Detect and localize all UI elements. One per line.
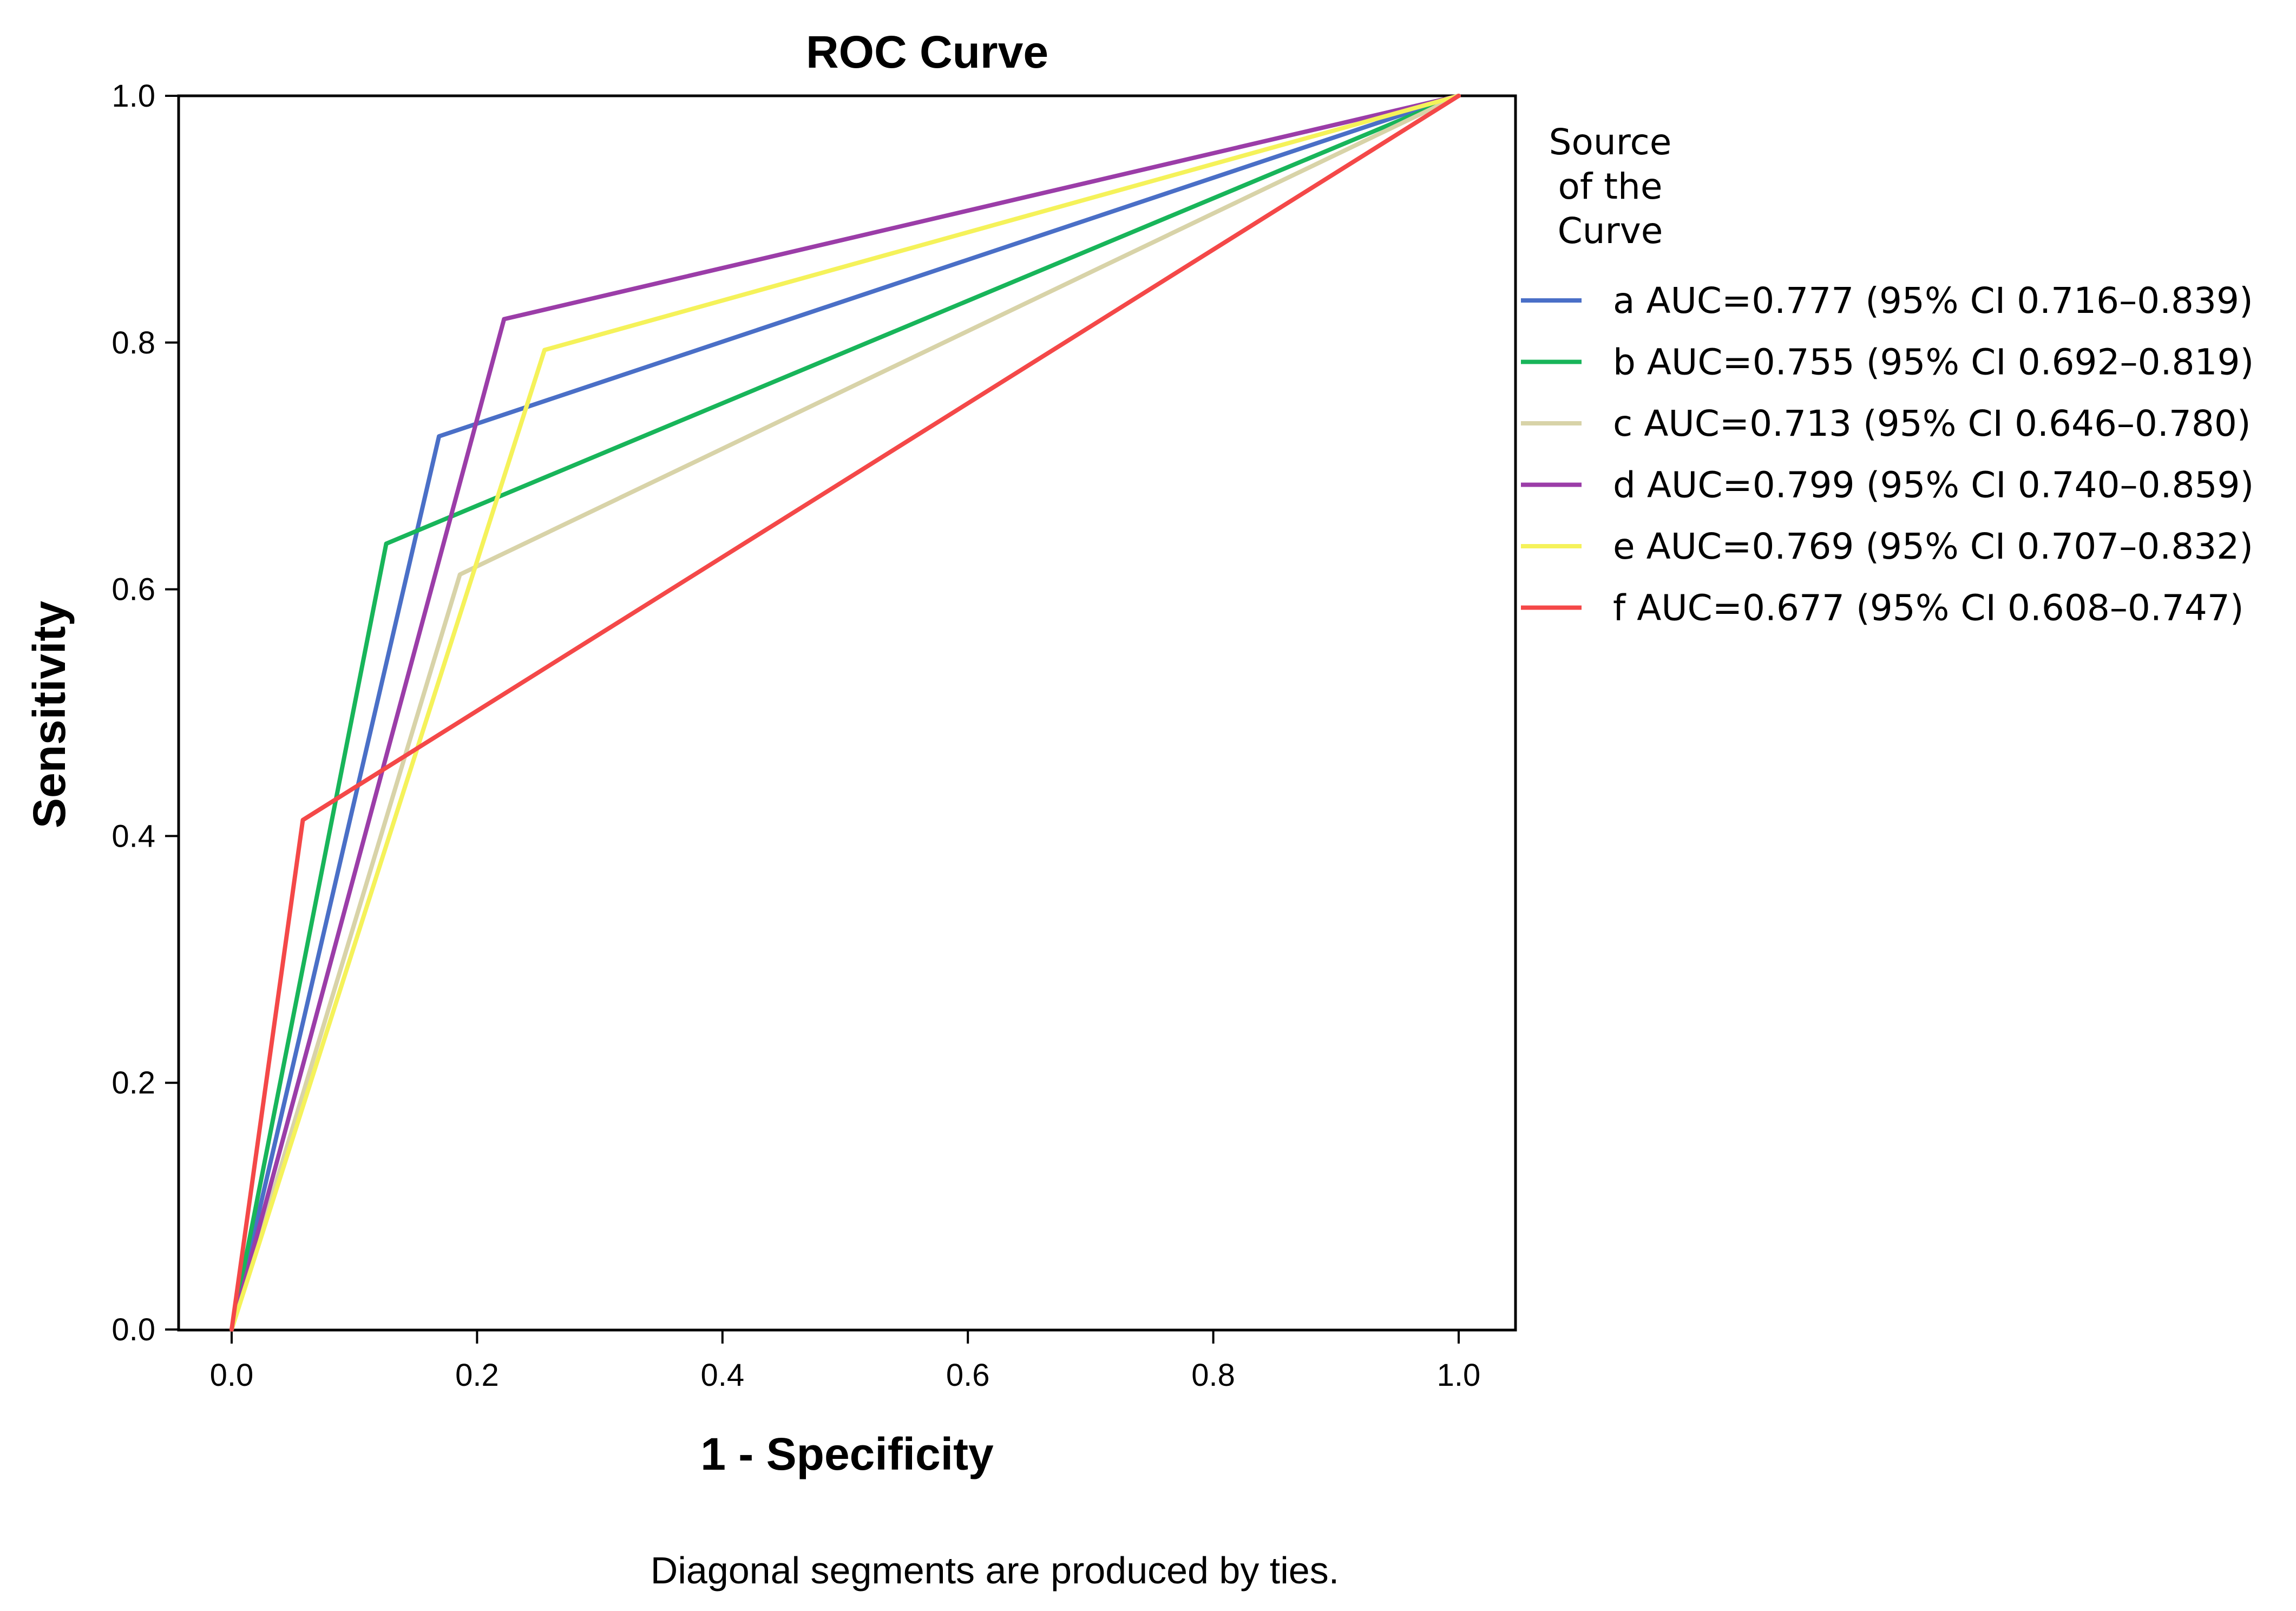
chart-footnote: Diagonal segments are produced by ties. [651, 1549, 1339, 1592]
series-lines [229, 94, 1461, 1332]
roc-line-e [229, 94, 1461, 1332]
x-tick-label: 0.6 [946, 1358, 990, 1393]
y-tick-label: 1.0 [111, 78, 155, 114]
roc-line-d [229, 94, 1461, 1332]
y-tick-label: 0.4 [111, 818, 155, 854]
x-axis: 0.0 0.2 0.4 0.6 0.8 1.0 [210, 1330, 1481, 1393]
roc-line-c [229, 94, 1461, 1332]
legend-title-line-3: Curve [1558, 210, 1663, 252]
x-tick-label: 0.4 [700, 1358, 744, 1393]
x-tick-label: 0.2 [455, 1358, 499, 1393]
roc-line-f [229, 94, 1461, 1332]
x-tick-label: 0.0 [210, 1358, 254, 1393]
y-tick-label: 0.2 [111, 1065, 155, 1101]
y-axis: 0.0 0.2 0.4 0.6 0.8 1.0 [111, 78, 179, 1347]
legend: Source of the Curve a AUC=0.777 (95% CI … [1521, 121, 2254, 629]
x-axis-label: 1 - Specificity [700, 1429, 994, 1479]
legend-title-line-2: of the [1558, 166, 1663, 207]
plot-frame [177, 94, 1517, 1332]
legend-label-f: f AUC=0.677 (95% CI 0.608–0.747) [1613, 587, 2244, 629]
y-tick-label: 0.0 [111, 1312, 155, 1347]
x-tick-label: 1.0 [1437, 1358, 1481, 1393]
legend-label-b: b AUC=0.755 (95% CI 0.692–0.819) [1613, 342, 2254, 383]
x-tick-label: 0.8 [1191, 1358, 1235, 1393]
y-axis-label: Sensitivity [24, 601, 75, 828]
chart-title: ROC Curve [806, 27, 1048, 77]
legend-title-line-1: Source [1549, 121, 1672, 163]
legend-label-e: e AUC=0.769 (95% CI 0.707–0.832) [1613, 526, 2253, 567]
roc-line-a [229, 94, 1461, 1332]
roc-line-b [229, 94, 1461, 1332]
legend-label-c: c AUC=0.713 (95% CI 0.646–0.780) [1613, 403, 2251, 444]
legend-label-d: d AUC=0.799 (95% CI 0.740–0.859) [1613, 464, 2254, 506]
y-tick-label: 0.8 [111, 325, 155, 361]
legend-label-a: a AUC=0.777 (95% CI 0.716–0.839) [1613, 280, 2253, 322]
y-tick-label: 0.6 [111, 572, 155, 607]
